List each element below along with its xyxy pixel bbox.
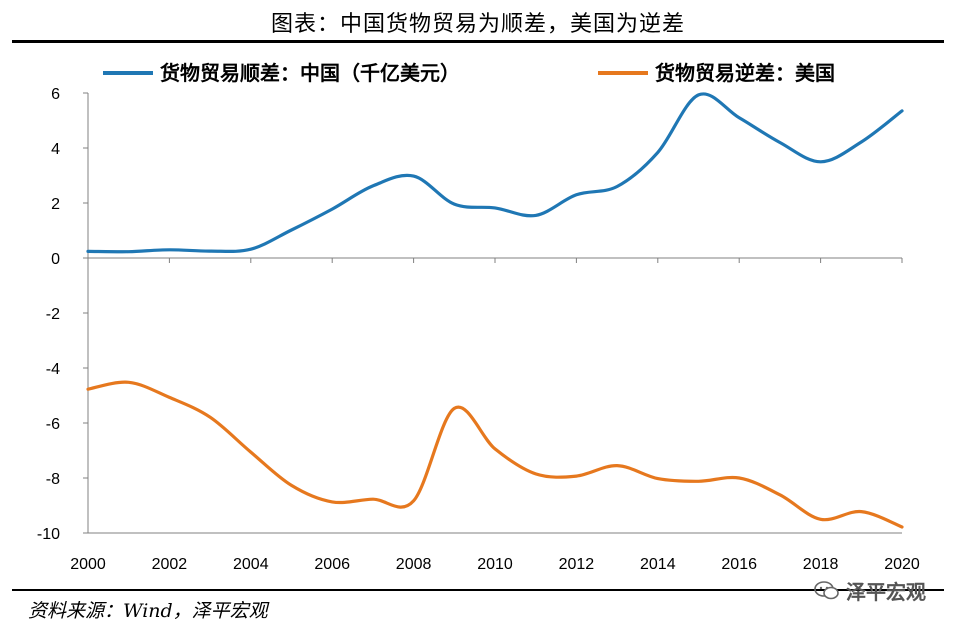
y-tick-label: -2	[46, 306, 60, 323]
series-layer	[86, 92, 904, 529]
legend: 货物贸易顺差：中国（千亿美元） 货物贸易逆差：美国	[103, 61, 835, 85]
x-tick-label: 2002	[152, 556, 188, 573]
x-tick-label: 2008	[396, 556, 432, 573]
watermark-label: 泽平宏观	[846, 580, 926, 604]
y-tick-label: -6	[46, 416, 60, 433]
x-tick-label: 2014	[640, 556, 676, 573]
page-title: 图表：中国货物贸易为顺差，美国为逆差	[270, 12, 685, 37]
x-tick-label: 2004	[233, 556, 269, 573]
x-tick-label: 2012	[559, 556, 595, 573]
y-tick-label: -10	[37, 526, 60, 543]
y-tick-label: 0	[51, 251, 60, 268]
x-tick-label: 2018	[803, 556, 839, 573]
y-tick-label: 6	[51, 86, 60, 103]
legend-label-us: 货物贸易逆差：美国	[655, 61, 835, 85]
x-tick-label: 2010	[477, 556, 513, 573]
top-divider	[12, 40, 944, 43]
series-line-us	[86, 380, 904, 529]
y-tick-label: -8	[46, 471, 60, 488]
axes: 6 4 2 0 -2 -4 -6 -8 -10 2000 2002 2004 2006 2008 2010 2…	[37, 86, 920, 573]
x-tick-label: 2020	[884, 556, 920, 573]
x-tick-label: 2006	[314, 556, 350, 573]
watermark: 泽平宏观	[814, 576, 926, 605]
x-tick-label: 2000	[70, 556, 106, 573]
chart: 货物贸易顺差：中国（千亿美元） 货物贸易逆差：美国 6 4 2 0 -2 -4 -6 -8 -1…	[37, 61, 920, 573]
series-line-china	[86, 92, 904, 254]
source-note: 资料来源：Wind，泽平宏观	[28, 600, 268, 622]
y-tick-label: -4	[46, 361, 60, 378]
bottom-divider	[12, 589, 944, 591]
x-tick-label: 2016	[721, 556, 757, 573]
legend-label-china: 货物贸易顺差：中国（千亿美元）	[160, 61, 460, 85]
y-tick-label: 2	[51, 196, 60, 213]
wechat-icon	[814, 580, 839, 599]
y-tick-label: 4	[51, 141, 60, 158]
